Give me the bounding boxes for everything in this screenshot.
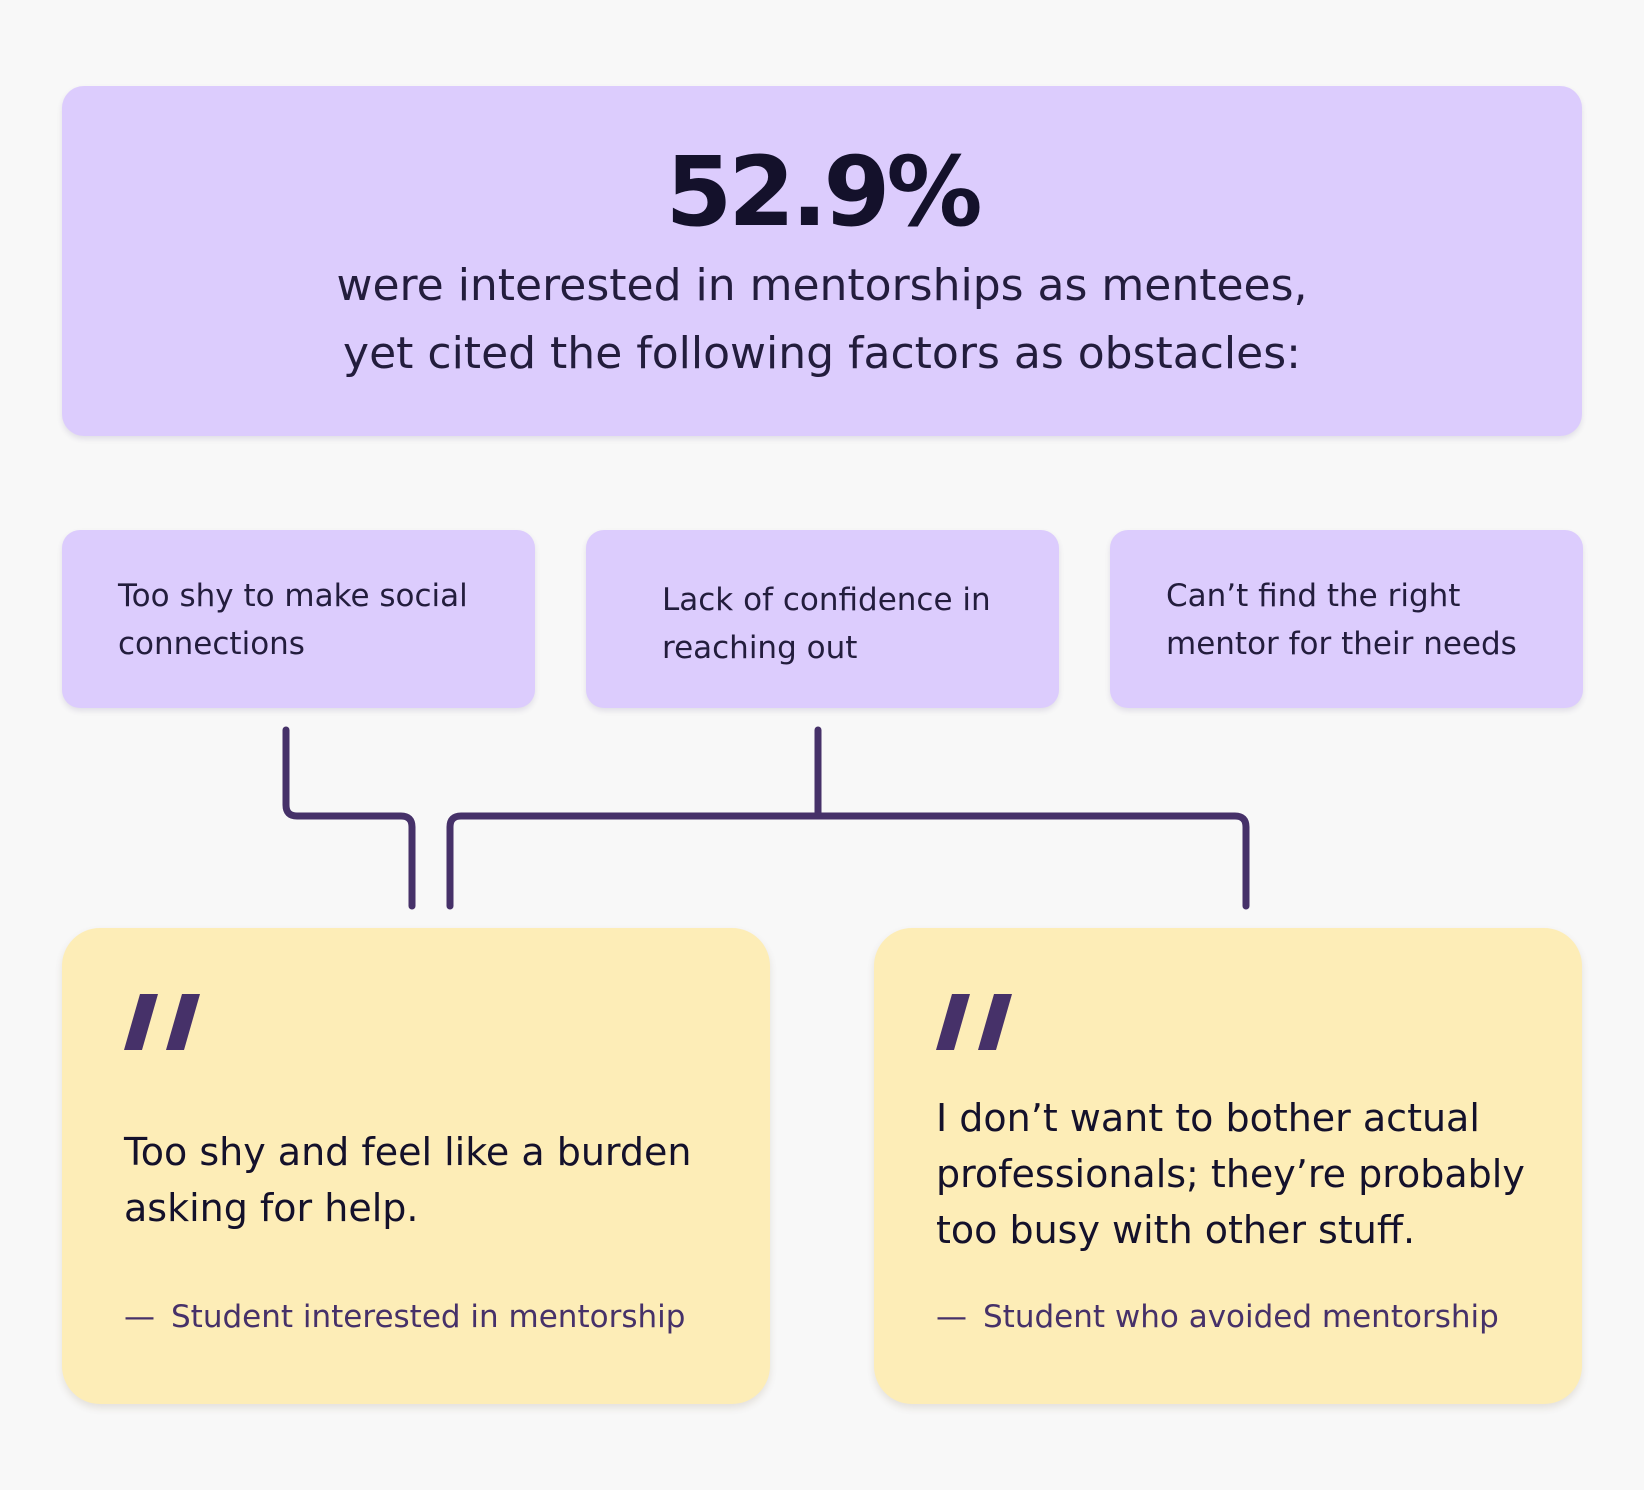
headline-stat: 52.9% xyxy=(665,136,982,248)
quote-text: Too shy and feel like a burden asking fo… xyxy=(124,1124,730,1236)
connector-quote-1-to-quote-2 xyxy=(446,812,1250,910)
factor-line-2: mentor for their needs xyxy=(1166,626,1517,662)
attribution-dash: — xyxy=(936,1299,967,1335)
factor-line-2: connections xyxy=(118,626,305,662)
quote-mark-icon xyxy=(936,994,1012,1050)
factor-text: Can’t find the right mentor for their ne… xyxy=(1166,572,1559,668)
factor-line-1: Can’t find the right xyxy=(1166,578,1461,614)
quote-line: too busy with other stuff. xyxy=(936,1208,1416,1252)
quote-card-avoided: I don’t want to bother actual profession… xyxy=(874,928,1582,1404)
quote-line: Too shy and feel like a burden xyxy=(124,1130,692,1174)
quote-attribution: — Student who avoided mentorship xyxy=(936,1297,1499,1337)
quote-card-interested: Too shy and feel like a burden asking fo… xyxy=(62,928,770,1404)
quote-line: asking for help. xyxy=(124,1186,419,1230)
factor-text: Too shy to make social connections xyxy=(118,572,511,668)
factor-line-2: reaching out xyxy=(662,630,858,666)
attribution-text: Student who avoided mentorship xyxy=(983,1299,1499,1335)
attribution-dash: — xyxy=(124,1299,155,1335)
quote-text: I don’t want to bother actual profession… xyxy=(936,1090,1542,1258)
headline-text: were interested in mentorships as mentee… xyxy=(62,252,1582,388)
factor-card-shy: Too shy to make social connections xyxy=(62,530,535,708)
attribution-text: Student interested in mentorship xyxy=(171,1299,686,1335)
factor-line-1: Lack of confidence in xyxy=(662,582,991,618)
quote-line: I don’t want to bother actual xyxy=(936,1096,1480,1140)
factor-card-right-mentor: Can’t find the right mentor for their ne… xyxy=(1110,530,1583,708)
headline-line-2: yet cited the following factors as obsta… xyxy=(343,328,1301,379)
quote-attribution: — Student interested in mentorship xyxy=(124,1297,685,1337)
headline-line-1: were interested in mentorships as mentee… xyxy=(336,260,1308,311)
factor-text: Lack of confidence in reaching out xyxy=(662,576,1035,672)
quote-line: professionals; they’re probably xyxy=(936,1152,1525,1196)
connector-shy-to-quote-1 xyxy=(282,726,416,910)
factor-line-1: Too shy to make social xyxy=(118,578,468,614)
headline-card: 52.9% were interested in mentorships as … xyxy=(62,86,1582,436)
quote-mark-icon xyxy=(124,994,200,1050)
factor-card-confidence: Lack of confidence in reaching out xyxy=(586,530,1059,708)
